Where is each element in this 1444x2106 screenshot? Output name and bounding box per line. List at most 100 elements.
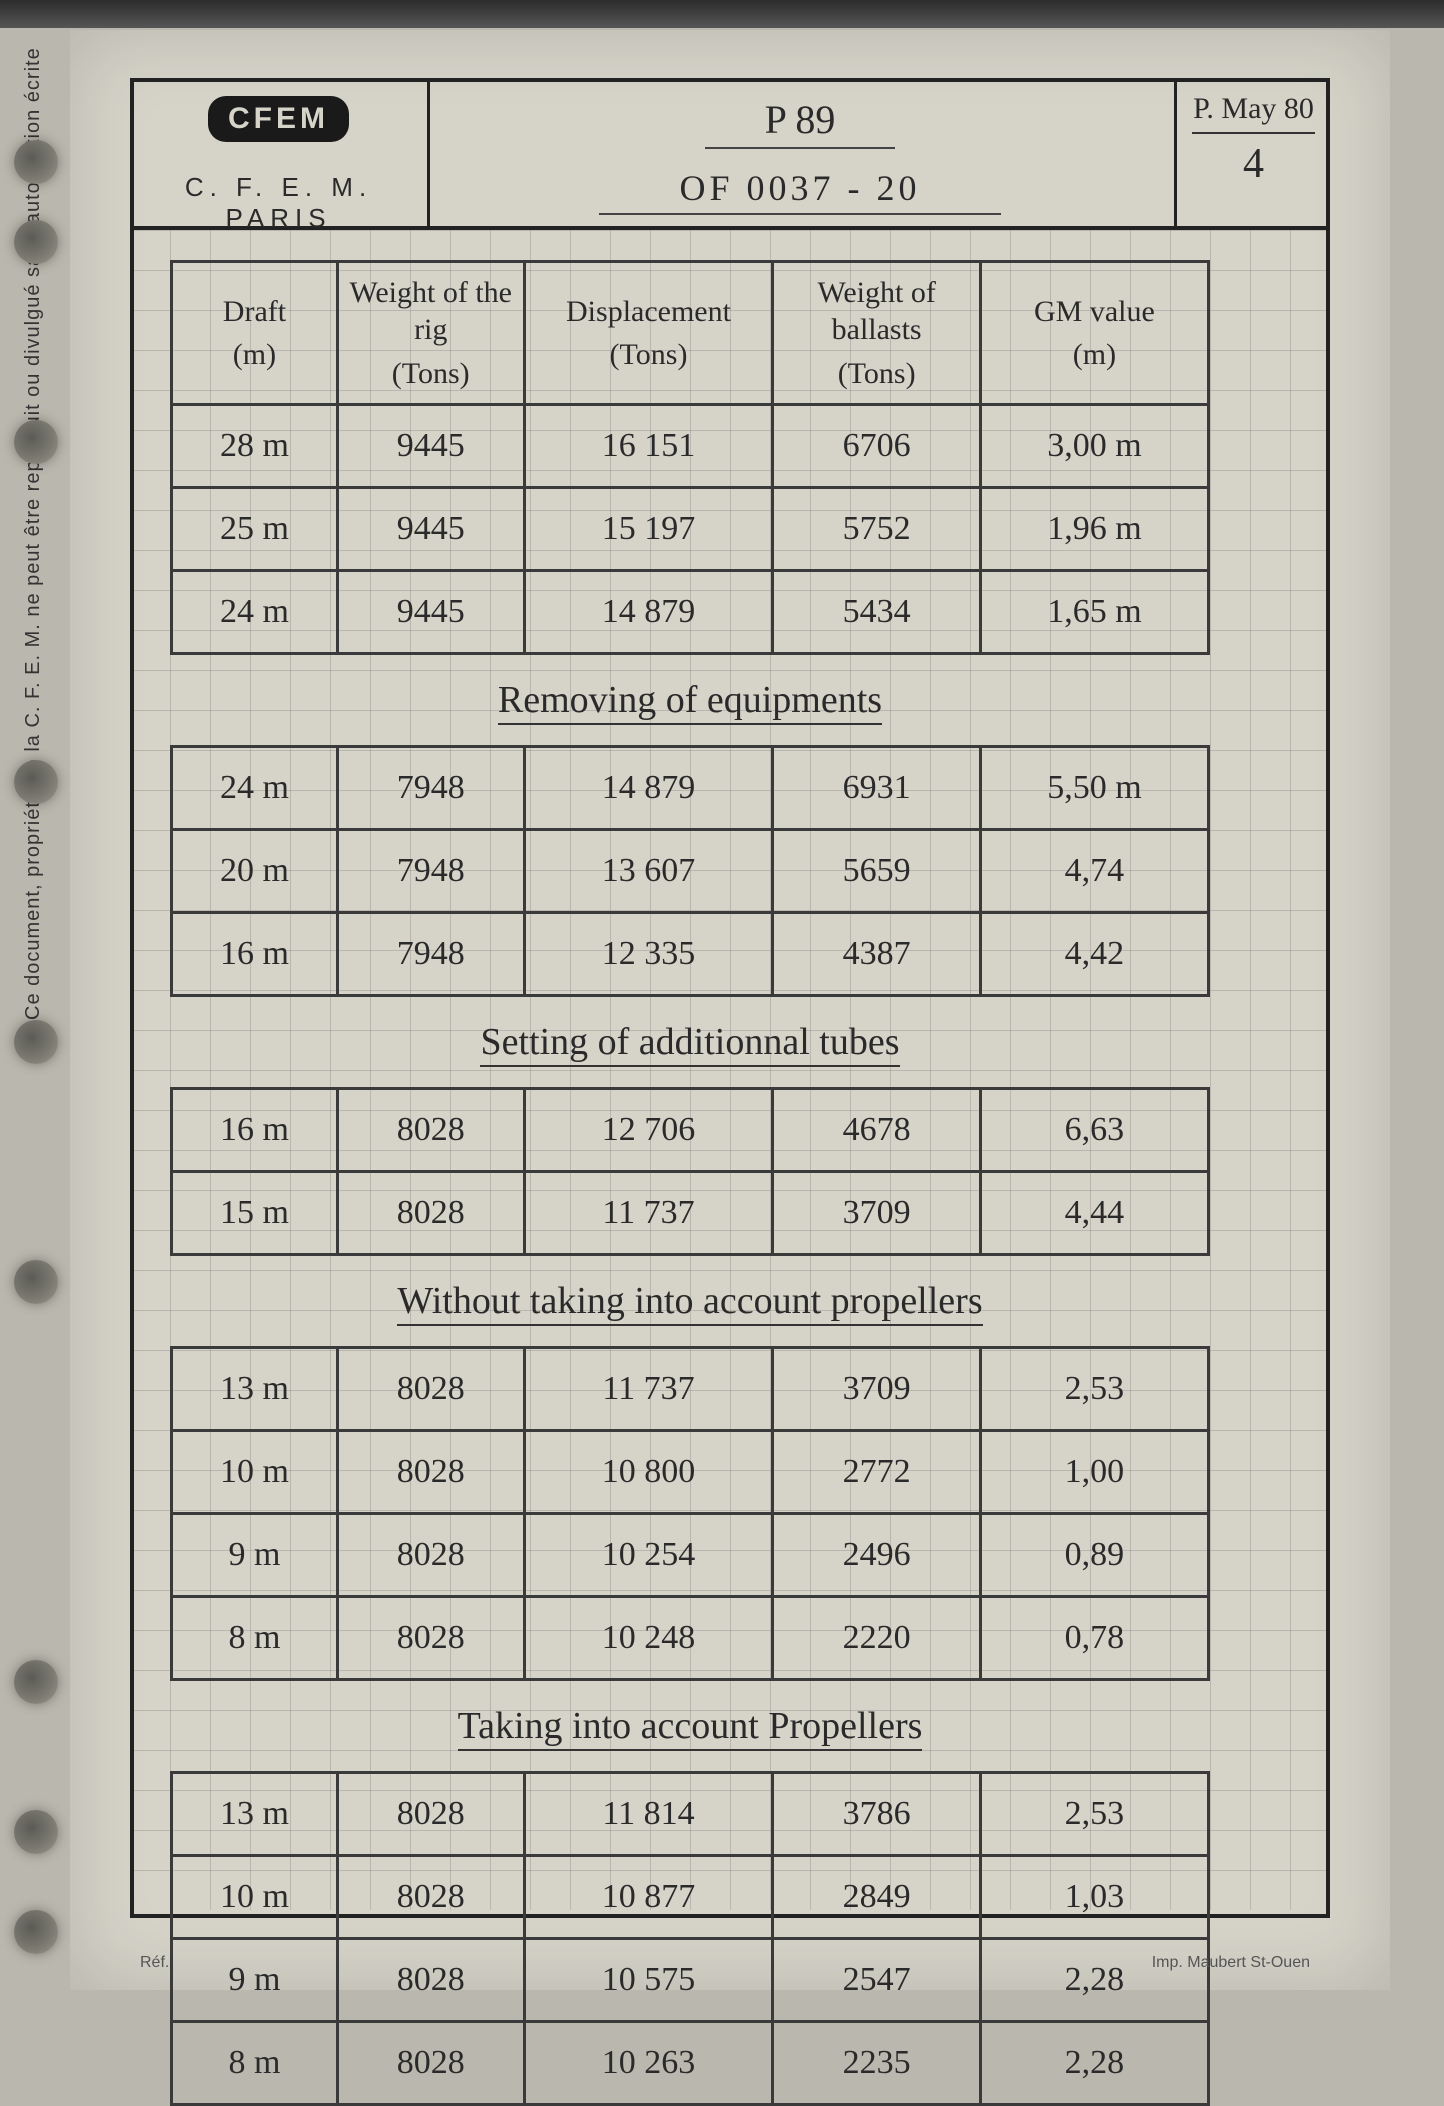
doc-code-of: OF 0037 - 20 (599, 167, 1000, 215)
section-heading-row: Taking into account Propellers (172, 1680, 1209, 1773)
cell-ball: 2220 (773, 1597, 980, 1680)
section-heading-row: Setting of additionnal tubes (172, 996, 1209, 1089)
table-header-row: Draft(m)Weight of the rig(Tons)Displacem… (172, 262, 1209, 405)
cell-draft: 24 m (172, 571, 338, 654)
cell-ball: 6706 (773, 405, 980, 488)
cell-draft: 8 m (172, 2022, 338, 2105)
cell-ball: 4678 (773, 1089, 980, 1172)
cell-ball: 2496 (773, 1514, 980, 1597)
cell-gm: 1,00 (980, 1431, 1208, 1514)
cell-ball: 2849 (773, 1856, 980, 1939)
cell-gm: 2,53 (980, 1773, 1208, 1856)
col-header-unit: (m) (990, 336, 1199, 374)
col-header-unit: (Tons) (782, 355, 970, 393)
section-heading: Taking into account Propellers (458, 1705, 923, 1751)
footer-left: Réf. (140, 1954, 169, 1972)
cell-draft: 13 m (172, 1773, 338, 1856)
section-heading-row: Removing of equipments (172, 654, 1209, 747)
org-name: C. F. E. M. PARIS (130, 172, 427, 234)
table-row: 9 m802810 57525472,28 (172, 1939, 1209, 2022)
col-header-3: Weight of ballasts(Tons) (773, 262, 980, 405)
cell-gm: 0,78 (980, 1597, 1208, 1680)
cell-draft: 28 m (172, 405, 338, 488)
cell-draft: 8 m (172, 1597, 338, 1680)
col-header-label: Draft (223, 295, 286, 328)
cell-rig: 8028 (337, 1172, 524, 1255)
col-header-unit: (m) (181, 336, 328, 374)
cell-gm: 5,50 m (980, 747, 1208, 830)
table-row: 24 m794814 87969315,50 m (172, 747, 1209, 830)
cell-gm: 2,28 (980, 2022, 1208, 2105)
cell-rig: 8028 (337, 1856, 524, 1939)
cell-disp: 11 737 (524, 1348, 773, 1431)
punch-hole (14, 420, 58, 464)
col-header-1: Weight of the rig(Tons) (337, 262, 524, 405)
title-center-block: P 89 OF 0037 - 20 (430, 78, 1170, 226)
cell-rig: 7948 (337, 830, 524, 913)
punch-hole (14, 1020, 58, 1064)
cell-gm: 4,74 (980, 830, 1208, 913)
cell-ball: 5434 (773, 571, 980, 654)
cell-gm: 1,65 m (980, 571, 1208, 654)
col-header-label: Weight of the rig (349, 276, 512, 347)
cell-draft: 9 m (172, 1939, 338, 2022)
title-right-block: P. May 80 4 (1174, 78, 1330, 226)
section-heading-row: Without taking into account propellers (172, 1255, 1209, 1348)
cell-gm: 0,89 (980, 1514, 1208, 1597)
cell-ball: 6931 (773, 747, 980, 830)
section-heading: Without taking into account propellers (397, 1280, 982, 1326)
table-row: 8 m802810 26322352,28 (172, 2022, 1209, 2105)
footer-right: Imp. Maubert St-Ouen (1152, 1954, 1310, 1972)
doc-date: P. May 80 (1177, 92, 1330, 126)
data-sheet: Draft(m)Weight of the rig(Tons)Displacem… (170, 260, 1210, 2106)
cell-disp: 10 575 (524, 1939, 773, 2022)
cell-disp: 15 197 (524, 488, 773, 571)
cell-ball: 5659 (773, 830, 980, 913)
cell-disp: 11 737 (524, 1172, 773, 1255)
cell-disp: 14 879 (524, 571, 773, 654)
cell-ball: 5752 (773, 488, 980, 571)
cell-disp: 12 706 (524, 1089, 773, 1172)
cell-rig: 8028 (337, 1773, 524, 1856)
cell-ball: 3709 (773, 1348, 980, 1431)
cell-draft: 24 m (172, 747, 338, 830)
cell-draft: 16 m (172, 913, 338, 996)
cell-disp: 14 879 (524, 747, 773, 830)
cell-disp: 10 254 (524, 1514, 773, 1597)
cell-ball: 3709 (773, 1172, 980, 1255)
cell-rig: 9445 (337, 488, 524, 571)
col-header-unit: (Tons) (534, 336, 764, 374)
cell-disp: 16 151 (524, 405, 773, 488)
cell-rig: 7948 (337, 913, 524, 996)
table-row: 9 m802810 25424960,89 (172, 1514, 1209, 1597)
cell-gm: 3,00 m (980, 405, 1208, 488)
cell-rig: 8028 (337, 1089, 524, 1172)
cell-disp: 11 814 (524, 1773, 773, 1856)
cell-disp: 10 263 (524, 2022, 773, 2105)
cell-ball: 2547 (773, 1939, 980, 2022)
cell-disp: 10 877 (524, 1856, 773, 1939)
cell-rig: 8028 (337, 1597, 524, 1680)
cell-gm: 4,44 (980, 1172, 1208, 1255)
cfem-logo: CFEM (208, 96, 349, 142)
punch-hole (14, 760, 58, 804)
cell-gm: 1,96 m (980, 488, 1208, 571)
table-row: 13 m802811 81437862,53 (172, 1773, 1209, 1856)
table-row: 16 m802812 70646786,63 (172, 1089, 1209, 1172)
cell-rig: 8028 (337, 1514, 524, 1597)
cell-ball: 3786 (773, 1773, 980, 1856)
cell-rig: 9445 (337, 405, 524, 488)
page-sheet: CFEM C. F. E. M. PARIS P 89 OF 0037 - 20… (70, 30, 1390, 1990)
cell-gm: 2,28 (980, 1939, 1208, 2022)
cell-disp: 10 800 (524, 1431, 773, 1514)
section-heading: Setting of additionnal tubes (480, 1021, 899, 1067)
cell-rig: 8028 (337, 1939, 524, 2022)
title-left-block: CFEM C. F. E. M. PARIS (130, 78, 430, 226)
cell-draft: 9 m (172, 1514, 338, 1597)
cell-rig: 8028 (337, 2022, 524, 2105)
table-row: 13 m802811 73737092,53 (172, 1348, 1209, 1431)
punch-hole (14, 1660, 58, 1704)
table-row: 10 m802810 80027721,00 (172, 1431, 1209, 1514)
punch-hole (14, 140, 58, 184)
cell-draft: 25 m (172, 488, 338, 571)
